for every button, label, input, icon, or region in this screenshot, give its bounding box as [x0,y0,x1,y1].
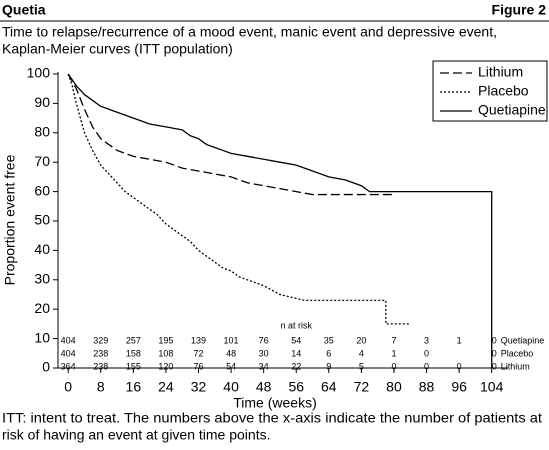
y-tick-label: 0 [42,359,50,375]
risk-count: 155 [126,361,141,371]
risk-count: 6 [326,348,331,358]
y-tick-label: 60 [34,182,50,198]
risk-count: 76 [193,361,203,371]
y-tick-label: 10 [34,329,50,345]
risk-count: 0 [424,361,429,371]
y-tick-label: 100 [27,65,51,81]
risk-count: 54 [226,361,236,371]
risk-count: 0 [492,348,497,358]
km-curve [67,73,411,325]
risk-count: 76 [259,335,269,345]
x-tick-label: 104 [480,379,504,395]
risk-count: 48 [226,348,236,358]
risk-count: 14 [291,348,301,358]
title-line: Time to relapse/recurrence of a mood eve… [2,24,497,40]
y-axis-label: Proportion event free [2,154,18,285]
x-tick-label: 8 [97,379,105,395]
km-curve [67,73,493,368]
x-tick-label: 88 [419,379,435,395]
risk-count: 0 [492,335,497,345]
x-tick-label: 0 [64,379,72,395]
y-tick-label: 80 [34,124,50,140]
x-tick-label: 96 [451,379,467,395]
y-tick-label: 50 [34,212,50,228]
legend-label: Lithium [478,64,523,80]
risk-count: 0 [457,361,462,371]
x-tick-label: 16 [126,379,142,395]
risk-count: 195 [158,335,173,345]
x-tick-label: 40 [223,379,239,395]
risk-count: 72 [193,348,203,358]
x-tick-label: 56 [288,379,304,395]
risk-count: 0 [424,348,429,358]
risk-row-name: Quetiapine [501,335,545,345]
risk-count: 238 [93,348,108,358]
risk-count: 364 [61,361,76,371]
risk-title: n at risk [280,320,312,330]
risk-count: 3 [424,335,429,345]
y-tick-label: 70 [34,153,50,169]
risk-count: 5 [359,361,364,371]
risk-count: 404 [61,335,76,345]
risk-count: 158 [126,348,141,358]
header-right: Figure 2 [492,2,547,18]
risk-count: 257 [126,335,141,345]
risk-count: 30 [259,348,269,358]
x-tick-label: 72 [354,379,370,395]
legend-label: Quetiapine [478,102,546,118]
risk-count: 404 [61,348,76,358]
note-line: ITT: intent to treat. The numbers above … [2,410,542,426]
risk-count: 329 [93,335,108,345]
risk-count: 4 [359,348,364,358]
title-line: Kaplan-Meier curves (ITT population) [2,41,233,57]
x-tick-label: 48 [256,379,272,395]
risk-count: 1 [391,348,396,358]
y-tick-label: 30 [34,271,50,287]
risk-count: 22 [291,361,301,371]
x-tick-label: 64 [321,379,337,395]
x-axis-label: Time (weeks) [233,395,317,411]
risk-count: 1 [457,335,462,345]
risk-count: 7 [391,335,396,345]
risk-count: 139 [191,335,206,345]
risk-count: 0 [492,361,497,371]
risk-count: 108 [158,348,173,358]
risk-count: 9 [326,361,331,371]
header-left: Quetia [2,2,46,18]
risk-count: 120 [158,361,173,371]
risk-count: 0 [391,361,396,371]
note-line: risk of having an event at given time po… [2,427,270,443]
x-tick-label: 24 [158,379,174,395]
risk-count: 34 [259,361,269,371]
risk-count: 101 [224,335,239,345]
risk-count: 35 [324,335,334,345]
risk-count: 54 [291,335,301,345]
risk-row-name: Placebo [501,348,534,358]
legend-label: Placebo [478,83,529,99]
risk-count: 20 [356,335,366,345]
risk-row-name: Lithium [501,361,530,371]
x-tick-label: 32 [191,379,207,395]
y-tick-label: 20 [34,300,50,316]
risk-count: 238 [93,361,108,371]
x-tick-label: 80 [386,379,402,395]
km-curve [67,73,394,196]
y-tick-label: 90 [34,94,50,110]
y-tick-label: 40 [34,241,50,257]
